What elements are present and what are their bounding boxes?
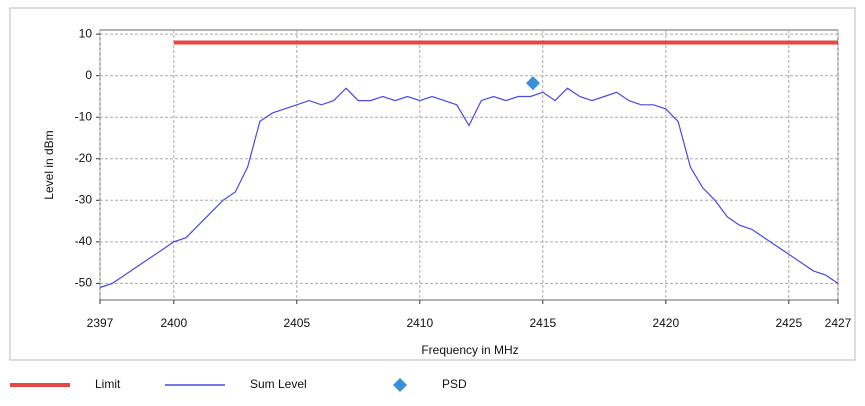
y-tick-label: -50: [75, 276, 93, 290]
legend-label: Limit: [95, 377, 121, 391]
y-axis-title: Level in dBm: [42, 130, 56, 199]
x-tick-label: 2405: [283, 316, 310, 330]
x-tick-label: 2420: [652, 316, 679, 330]
series-line: [99, 87, 839, 289]
plot-area: [99, 29, 839, 301]
x-tick-label: 2425: [775, 316, 802, 330]
y-tick-label: 10: [79, 26, 93, 40]
x-tick-label: 2397: [87, 316, 114, 330]
y-tick-label: -20: [75, 151, 93, 165]
y-tick-label: -10: [75, 109, 93, 123]
psd-marker: [525, 76, 540, 91]
x-axis-title: Frequency in MHz: [421, 343, 518, 357]
legend-label: Sum Level: [250, 377, 307, 391]
legend-label: PSD: [442, 377, 467, 391]
x-tick-label: 2415: [529, 316, 556, 330]
y-tick-label: 0: [85, 68, 92, 82]
x-tick-label: 2400: [160, 316, 187, 330]
y-tick-label: -40: [75, 234, 93, 248]
y-tick-label: -30: [75, 192, 93, 206]
x-tick-label: 2410: [406, 316, 433, 330]
x-tick-label: 2427: [825, 316, 852, 330]
legend-swatch: [393, 378, 407, 392]
